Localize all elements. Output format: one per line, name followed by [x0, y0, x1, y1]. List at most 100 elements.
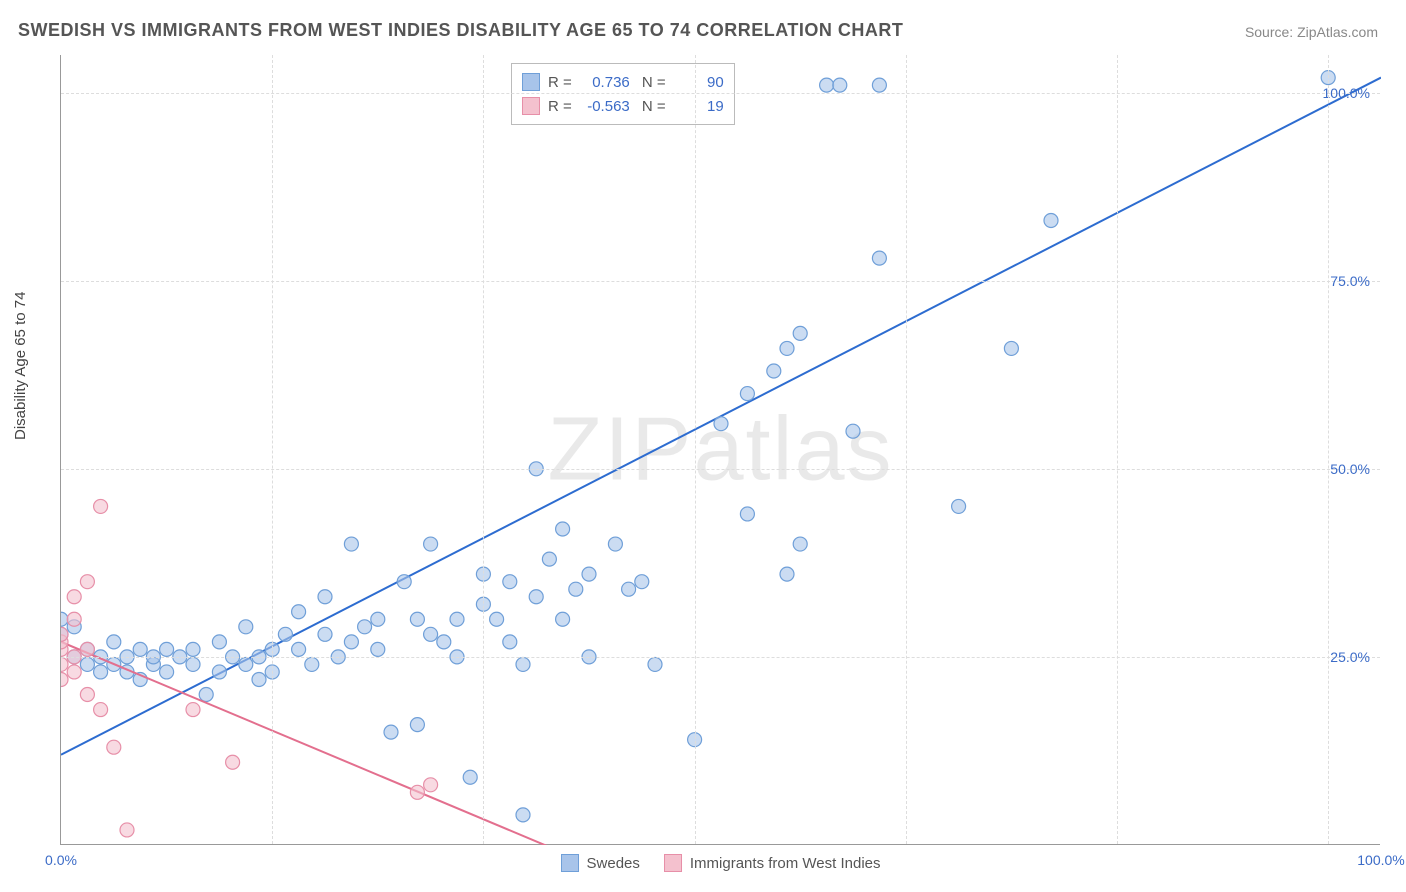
- plot-area: ZIPatlas R = 0.736 N = 90 R = -0.563 N =…: [60, 55, 1380, 845]
- data-point: [516, 657, 530, 671]
- chart-title: SWEDISH VS IMMIGRANTS FROM WEST INDIES D…: [18, 20, 903, 41]
- data-point: [54, 627, 68, 641]
- data-point: [1044, 214, 1058, 228]
- data-point: [80, 575, 94, 589]
- data-point: [410, 718, 424, 732]
- chart-svg: [61, 55, 1380, 844]
- data-point: [305, 657, 319, 671]
- data-point: [529, 590, 543, 604]
- gridline-h: [61, 469, 1380, 470]
- data-point: [80, 688, 94, 702]
- gridline-h: [61, 281, 1380, 282]
- y-tick-label: 100.0%: [1323, 85, 1370, 101]
- data-point: [252, 672, 266, 686]
- gridline-v: [906, 55, 907, 844]
- data-point: [80, 642, 94, 656]
- data-point: [133, 642, 147, 656]
- data-point: [107, 740, 121, 754]
- data-point: [793, 537, 807, 551]
- data-point: [463, 770, 477, 784]
- gridline-v: [272, 55, 273, 844]
- data-point: [820, 78, 834, 92]
- data-point: [503, 575, 517, 589]
- swatch-swedes-icon: [561, 854, 579, 872]
- gridline-v: [483, 55, 484, 844]
- y-axis-label: Disability Age 65 to 74: [12, 292, 29, 440]
- data-point: [1004, 341, 1018, 355]
- data-point: [767, 364, 781, 378]
- data-point: [556, 612, 570, 626]
- data-point: [437, 635, 451, 649]
- data-point: [846, 424, 860, 438]
- data-point: [569, 582, 583, 596]
- data-point: [160, 642, 174, 656]
- data-point: [424, 778, 438, 792]
- data-point: [635, 575, 649, 589]
- legend-label-immigrants: Immigrants from West Indies: [690, 855, 881, 872]
- data-point: [608, 537, 622, 551]
- data-point: [648, 657, 662, 671]
- data-point: [54, 672, 68, 686]
- gridline-v: [1328, 55, 1329, 844]
- data-point: [952, 499, 966, 513]
- y-tick-label: 25.0%: [1330, 649, 1370, 665]
- gridline-h: [61, 657, 1380, 658]
- data-point: [107, 635, 121, 649]
- y-tick-label: 50.0%: [1330, 461, 1370, 477]
- data-point: [67, 665, 81, 679]
- data-point: [54, 612, 68, 626]
- data-point: [278, 627, 292, 641]
- data-point: [542, 552, 556, 566]
- data-point: [424, 627, 438, 641]
- data-point: [740, 507, 754, 521]
- data-point: [226, 755, 240, 769]
- data-point: [212, 635, 226, 649]
- data-point: [371, 642, 385, 656]
- data-point: [67, 590, 81, 604]
- data-point: [186, 657, 200, 671]
- data-point: [292, 605, 306, 619]
- data-point: [503, 635, 517, 649]
- data-point: [199, 688, 213, 702]
- data-point: [740, 387, 754, 401]
- data-point: [371, 612, 385, 626]
- gridline-v: [1117, 55, 1118, 844]
- data-point: [872, 251, 886, 265]
- data-point: [833, 78, 847, 92]
- data-point: [120, 823, 134, 837]
- data-point: [239, 657, 253, 671]
- data-point: [344, 537, 358, 551]
- data-point: [160, 665, 174, 679]
- data-point: [358, 620, 372, 634]
- data-point: [410, 785, 424, 799]
- y-tick-label: 75.0%: [1330, 273, 1370, 289]
- legend-item-swedes: Swedes: [561, 854, 640, 872]
- gridline-h: [61, 93, 1380, 94]
- data-point: [186, 703, 200, 717]
- data-point: [67, 612, 81, 626]
- data-point: [318, 590, 332, 604]
- data-point: [186, 642, 200, 656]
- data-point: [622, 582, 636, 596]
- legend-item-immigrants: Immigrants from West Indies: [664, 854, 881, 872]
- data-point: [54, 657, 68, 671]
- data-point: [94, 499, 108, 513]
- data-point: [344, 635, 358, 649]
- data-point: [80, 657, 94, 671]
- data-point: [292, 642, 306, 656]
- data-point: [490, 612, 504, 626]
- data-point: [212, 665, 226, 679]
- data-point: [450, 612, 464, 626]
- data-point: [94, 665, 108, 679]
- x-tick-label: 100.0%: [1357, 852, 1404, 868]
- data-point: [780, 567, 794, 581]
- data-point: [582, 567, 596, 581]
- data-point: [714, 417, 728, 431]
- data-point: [410, 612, 424, 626]
- data-point: [424, 537, 438, 551]
- data-point: [94, 703, 108, 717]
- data-point: [793, 326, 807, 340]
- data-point: [872, 78, 886, 92]
- data-point: [384, 725, 398, 739]
- data-point: [556, 522, 570, 536]
